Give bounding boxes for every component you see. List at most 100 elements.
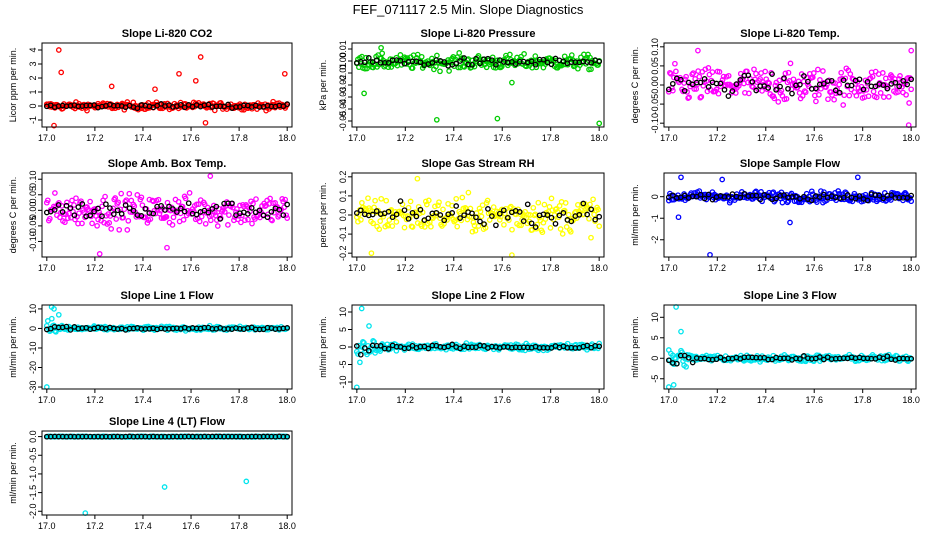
reference-point: [697, 191, 704, 198]
data-point: [62, 219, 68, 226]
reference-point: [820, 80, 827, 87]
data-point: [69, 197, 75, 204]
reference-points: [43, 101, 291, 112]
data-point: [414, 175, 421, 182]
data-point: [279, 196, 286, 202]
data-point: [588, 234, 594, 241]
data-point: [897, 73, 903, 79]
x-tick-label: 17.6: [493, 263, 511, 273]
reference-point: [79, 201, 86, 207]
x-tick-label: 17.0: [38, 395, 56, 405]
y-axis-label: ml/min per min.: [8, 316, 18, 378]
data-point: [494, 115, 501, 122]
data-point: [214, 223, 221, 229]
data-point: [484, 197, 491, 204]
x-tick-label: 17.8: [542, 263, 560, 273]
data-point: [164, 244, 170, 251]
data-point: [759, 88, 765, 94]
data-points: [43, 433, 291, 516]
data-point: [816, 91, 822, 98]
y-tick-label: -0.02: [338, 75, 348, 96]
reference-point: [425, 345, 432, 352]
reference-point: [51, 207, 58, 213]
data-point: [478, 213, 485, 220]
data-point: [393, 219, 400, 225]
data-point: [211, 209, 218, 216]
reference-point: [808, 197, 815, 204]
data-point: [695, 47, 701, 54]
reference-point: [576, 211, 583, 218]
panel-title: Slope Line 3 Flow: [744, 290, 837, 302]
data-point: [498, 63, 505, 70]
data-point: [762, 68, 769, 75]
reference-point: [248, 205, 255, 211]
reference-point: [405, 215, 412, 222]
data-point: [565, 211, 572, 218]
y-axis-label: ml/min per min.: [8, 442, 18, 504]
reference-point: [284, 433, 291, 440]
data-point: [456, 50, 463, 56]
reference-point: [701, 76, 708, 82]
x-tick-label: 18.0: [590, 263, 608, 273]
reference-point: [781, 75, 787, 82]
data-point: [841, 92, 848, 99]
x-tick-label: 17.2: [709, 263, 727, 273]
reference-point: [393, 211, 400, 218]
reference-point: [884, 85, 891, 92]
data-point: [906, 100, 912, 106]
reference-points: [353, 341, 603, 358]
data-point: [459, 194, 466, 201]
data-point: [366, 323, 372, 329]
data-point: [79, 220, 85, 227]
data-point: [82, 214, 88, 221]
data-point: [785, 198, 792, 204]
data-point: [690, 70, 697, 76]
reference-point: [832, 87, 839, 94]
data-point: [163, 214, 170, 220]
data-point: [71, 202, 77, 208]
reference-point: [709, 196, 716, 203]
reference-point: [489, 57, 495, 64]
reference-point: [524, 201, 531, 208]
data-point: [671, 361, 677, 368]
data-point: [126, 190, 133, 197]
data-point: [509, 226, 515, 233]
reference-point: [757, 196, 764, 203]
data-point: [433, 116, 440, 123]
y-tick-label: -0.5: [28, 448, 38, 464]
reference-point: [170, 206, 176, 212]
x-tick-label: 18.0: [278, 521, 296, 531]
data-point: [787, 219, 793, 226]
data-point: [397, 52, 404, 58]
reference-points: [665, 352, 915, 367]
data-point: [95, 216, 101, 223]
x-tick-label: 17.2: [709, 133, 727, 143]
plot-frame: [41, 430, 293, 516]
data-point: [548, 195, 555, 202]
data-point: [847, 71, 854, 77]
data-point: [377, 348, 384, 354]
figure-title: FEF_071117 2.5 Min. Slope Diagnostics: [353, 2, 584, 17]
data-point: [201, 201, 208, 208]
y-tick-label: 0: [650, 194, 660, 199]
reference-point: [473, 55, 479, 62]
reference-point: [469, 210, 475, 217]
reference-point: [103, 201, 109, 208]
reference-point: [158, 202, 164, 209]
data-point: [518, 53, 524, 60]
reference-point: [369, 211, 376, 218]
data-point: [496, 217, 503, 223]
panel-p4: Slope Amb. Box Temp. 17.0 17.2 17.4 17.6 17.8…: [8, 158, 296, 273]
reference-point: [669, 192, 676, 199]
reference-point: [512, 61, 519, 67]
reference-point: [425, 215, 432, 222]
x-tick-label: 17.2: [397, 263, 415, 273]
reference-point: [801, 193, 807, 200]
reference-point: [150, 210, 157, 217]
x-tick-label: 17.2: [86, 133, 104, 143]
data-point: [462, 204, 469, 211]
reference-point: [908, 76, 915, 83]
data-point: [820, 68, 826, 74]
data-point: [802, 89, 809, 96]
data-point: [903, 91, 909, 98]
